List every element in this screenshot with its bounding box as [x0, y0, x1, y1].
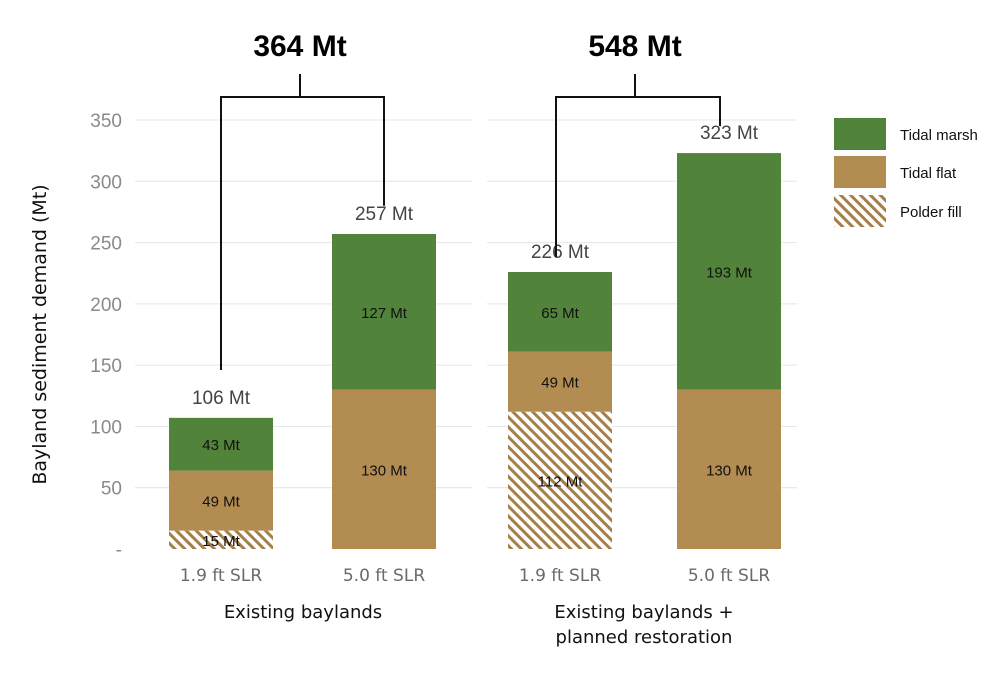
bar-segment-polder	[169, 530, 273, 549]
y-tick-label: 50	[101, 479, 122, 500]
bar-total-label: 226 Mt	[531, 242, 590, 263]
segment-value-label: 127 Mt	[361, 305, 408, 322]
group-label: Existing baylands	[224, 602, 382, 623]
bar-segment-flat	[169, 470, 273, 531]
segment-value-label: 130 Mt	[361, 462, 408, 479]
grand-total-label: 548 Mt	[588, 30, 681, 63]
y-tick-label: 300	[90, 172, 122, 193]
y-axis-title: Bayland sediment demand (Mt)	[29, 184, 51, 484]
bar-segment-marsh	[169, 417, 273, 471]
legend-swatch-polder	[834, 195, 886, 227]
bar-segment-flat	[332, 389, 436, 549]
y-tick-label: 200	[90, 295, 122, 316]
bar-total-label: 106 Mt	[192, 388, 251, 409]
group-label-line: planned restoration	[556, 627, 733, 648]
bar-segment-polder	[508, 411, 612, 549]
legend-swatch-marsh	[834, 118, 886, 150]
legend-label-polder: Polder fill	[900, 204, 962, 221]
y-tick-label: 150	[90, 356, 122, 377]
labels: - 50 100 150 200 250 300 350 Bayland sediment de…	[29, 30, 978, 648]
bar-total-label: 323 Mt	[700, 123, 759, 144]
segment-value-label: 65 Mt	[541, 305, 579, 322]
total-bracket	[220, 74, 385, 371]
segment-value-label: 193 Mt	[706, 264, 753, 281]
bar-segment-marsh	[677, 153, 781, 390]
bars	[169, 153, 781, 549]
group-label-line: Existing baylands +	[554, 602, 733, 623]
segment-value-label: 112 Mt	[538, 473, 584, 490]
segment-value-label: 15 Mt	[202, 533, 240, 550]
y-tick-label: 250	[90, 234, 122, 255]
total-bracket	[555, 74, 721, 258]
bar-segment-flat	[508, 351, 612, 412]
x-category-label: 5.0 ft SLR	[343, 566, 425, 586]
bar-segment-marsh	[332, 233, 436, 390]
y-tick-label: 100	[90, 417, 122, 438]
segment-value-label: 43 Mt	[202, 437, 240, 454]
x-category-label: 1.9 ft SLR	[519, 566, 601, 586]
y-tick-label: -	[116, 540, 122, 561]
bar-segment-flat	[677, 389, 781, 549]
segment-value-label: 49 Mt	[202, 494, 240, 511]
bar-total-label: 257 Mt	[355, 204, 414, 225]
grand-total-label: 364 Mt	[253, 30, 346, 63]
legend-swatch-flat	[834, 156, 886, 188]
legend-label-marsh: Tidal marsh	[900, 127, 978, 144]
x-category-label: 5.0 ft SLR	[688, 566, 770, 586]
segment-value-label: 130 Mt	[706, 462, 753, 479]
legend-label-flat: Tidal flat	[900, 165, 957, 182]
segment-value-label: 49 Mt	[541, 375, 579, 392]
bar-segment-marsh	[508, 271, 612, 352]
x-category-label: 1.9 ft SLR	[180, 566, 262, 586]
y-tick-label: 350	[90, 111, 122, 132]
